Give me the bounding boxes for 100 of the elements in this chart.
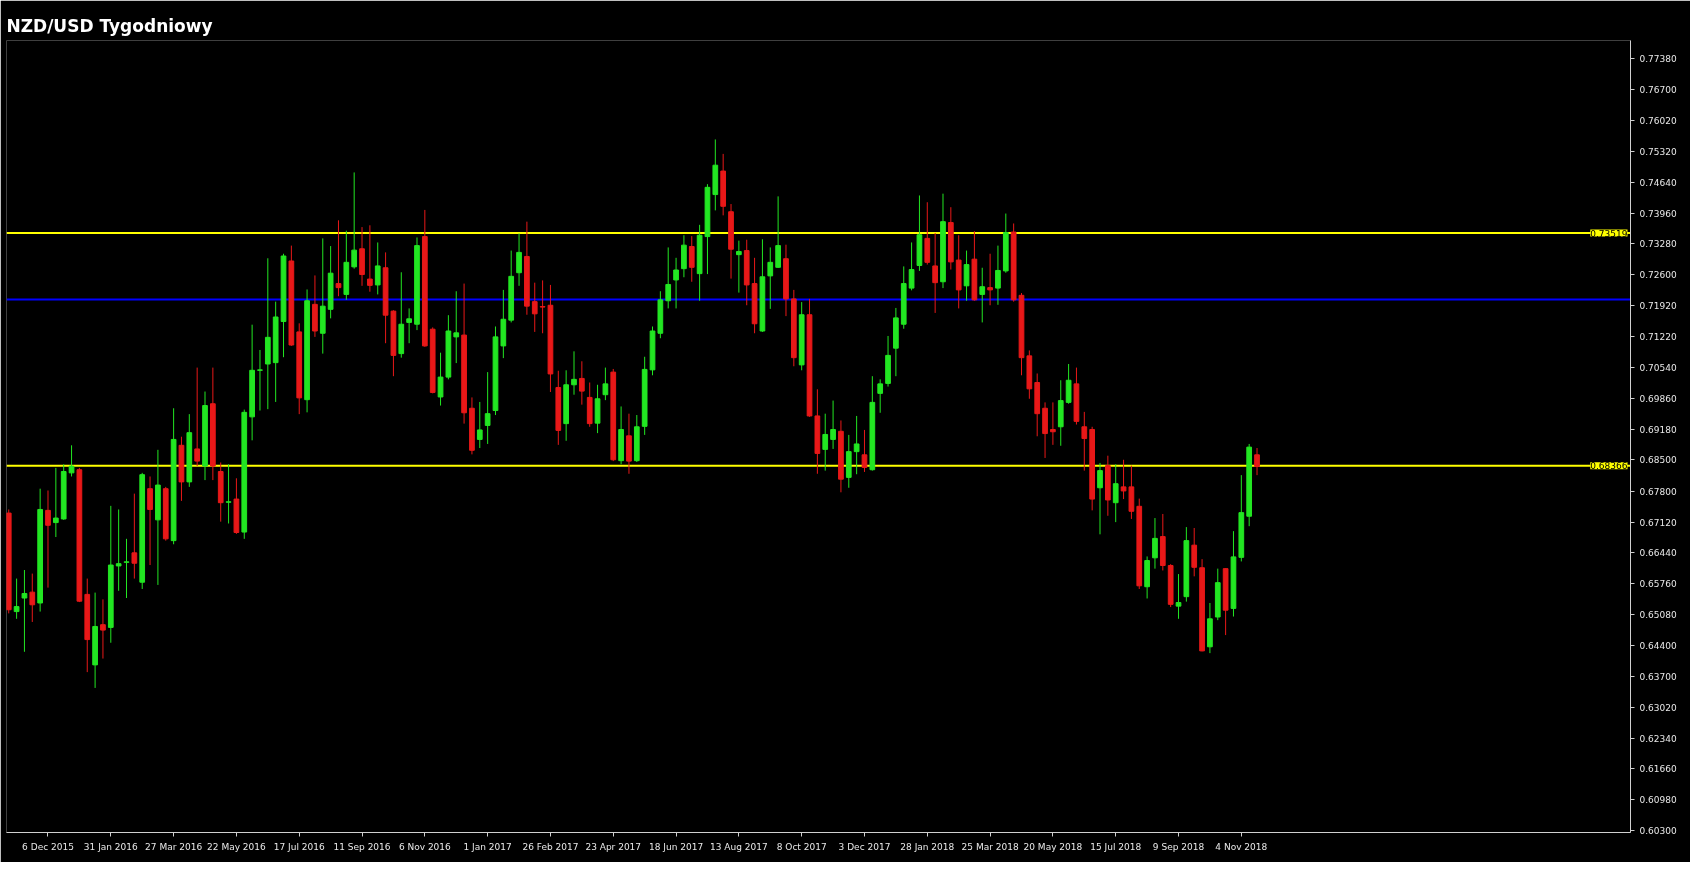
candlestick xyxy=(476,401,483,449)
y-tick-label: 0.65080 xyxy=(1639,609,1677,620)
y-tick-label: 0.68500 xyxy=(1639,455,1677,466)
x-tick-label: 11 Sep 2016 xyxy=(333,841,391,852)
candlestick xyxy=(115,508,122,592)
candlestick xyxy=(68,444,75,477)
y-tick-label: 0.76020 xyxy=(1639,115,1677,126)
candlestick xyxy=(924,201,931,266)
candlestick xyxy=(194,367,201,467)
candlestick xyxy=(484,371,491,445)
y-tick-label: 0.67120 xyxy=(1639,517,1677,528)
candlestick xyxy=(688,235,695,283)
candlestick xyxy=(131,493,138,580)
y-tick-label: 0.76700 xyxy=(1639,84,1677,95)
x-tick-label: 26 Feb 2017 xyxy=(522,841,579,852)
ref-line-label: 0.73519 xyxy=(1590,228,1628,239)
x-tick-label: 8 Oct 2017 xyxy=(776,841,827,852)
x-tick-label: 20 May 2018 xyxy=(1023,841,1083,852)
candlestick xyxy=(775,195,781,269)
candlestick xyxy=(908,241,915,291)
candlestick xyxy=(1191,527,1198,577)
candlestick xyxy=(602,367,609,401)
y-tick-label: 0.60300 xyxy=(1639,825,1677,836)
y-tick-label: 0.63700 xyxy=(1639,672,1677,683)
candlestick xyxy=(13,578,20,620)
x-tick-label: 18 Jun 2017 xyxy=(648,841,704,852)
candlestick xyxy=(1065,363,1072,405)
candlestick xyxy=(830,400,836,450)
x-tick-label: 6 Nov 2016 xyxy=(398,841,452,852)
y-tick-label: 0.71220 xyxy=(1639,332,1677,343)
candlestick xyxy=(100,598,106,660)
candlestick xyxy=(367,224,373,293)
y-tick-label: 0.63020 xyxy=(1639,702,1677,713)
y-tick-label: 0.73960 xyxy=(1639,208,1677,219)
x-tick-label: 3 Dec 2017 xyxy=(838,841,891,852)
candlestick xyxy=(123,538,130,599)
y-tick-label: 0.70540 xyxy=(1639,363,1677,374)
candlestick xyxy=(736,240,742,294)
candlestick xyxy=(822,413,829,472)
y-tick-label: 0.60980 xyxy=(1639,795,1677,806)
candlestick xyxy=(979,267,986,323)
candlestick xyxy=(21,569,28,653)
x-tick-label: 6 Dec 2015 xyxy=(22,841,74,852)
candlestick xyxy=(995,245,1001,306)
candlestick xyxy=(406,307,412,344)
y-tick-label: 0.66440 xyxy=(1639,548,1677,559)
candlestick xyxy=(1254,447,1260,476)
x-tick-label: 4 Nov 2018 xyxy=(1215,841,1268,852)
y-tick-label: 0.69860 xyxy=(1639,393,1677,404)
candlestick xyxy=(453,290,460,364)
candlestick xyxy=(351,171,358,270)
candlestick xyxy=(681,234,687,278)
candlestick xyxy=(665,246,672,309)
candlestick xyxy=(877,378,884,414)
y-tick-label: 0.62340 xyxy=(1639,733,1677,744)
x-tick-label: 22 May 2016 xyxy=(207,841,267,852)
x-tick-label: 31 Jan 2016 xyxy=(83,841,139,852)
y-tick-label: 0.77380 xyxy=(1639,54,1677,65)
candlestick xyxy=(1050,401,1056,446)
x-tick-label: 17 Jul 2016 xyxy=(273,841,325,852)
x-tick-label: 27 Mar 2016 xyxy=(145,841,203,852)
candlestick xyxy=(1152,517,1158,570)
y-tick-label: 0.74640 xyxy=(1639,177,1677,188)
candlestick xyxy=(437,352,444,407)
ref-line-label: 0.68366 xyxy=(1590,461,1628,472)
x-tick-label: 13 Aug 2017 xyxy=(710,841,768,852)
candlestick xyxy=(1081,411,1088,472)
y-tick-label: 0.73280 xyxy=(1639,239,1677,250)
x-tick-label: 9 Sep 2018 xyxy=(1152,841,1205,852)
candlestick xyxy=(374,241,381,295)
candlestick xyxy=(579,360,585,406)
candlestick xyxy=(571,350,577,396)
candlestick xyxy=(45,489,51,589)
candlestick xyxy=(987,253,993,306)
candlestick xyxy=(1112,463,1119,523)
x-tick-label: 23 Apr 2017 xyxy=(585,841,642,852)
y-tick-label: 0.69180 xyxy=(1639,424,1677,435)
candlestick xyxy=(516,232,522,287)
chart-title: NZD/USD Tygodniowy xyxy=(6,15,213,36)
candlestick xyxy=(225,463,232,524)
x-tick-label: 25 Mar 2018 xyxy=(961,841,1019,852)
candlestick xyxy=(932,232,938,314)
candlestick xyxy=(147,475,153,566)
y-tick-label: 0.75320 xyxy=(1639,147,1677,158)
candlestick xyxy=(861,429,868,473)
candlestick xyxy=(673,257,679,309)
candlestick xyxy=(257,349,263,412)
x-tick-label: 28 Jan 2018 xyxy=(900,841,955,852)
candlestick xyxy=(29,573,36,623)
y-tick-label: 0.65760 xyxy=(1639,579,1677,590)
candlestick xyxy=(1097,462,1103,535)
x-tick-label: 15 Jul 2018 xyxy=(1090,841,1142,852)
x-tick-label: 1 Jan 2017 xyxy=(463,841,512,852)
y-tick-label: 0.61660 xyxy=(1639,764,1677,775)
candlestick xyxy=(531,282,538,333)
y-tick-label: 0.71920 xyxy=(1639,300,1677,311)
candlestick xyxy=(335,219,342,297)
y-tick-label: 0.72600 xyxy=(1639,270,1677,281)
candlestick xyxy=(853,415,860,475)
candlestick xyxy=(963,250,970,302)
